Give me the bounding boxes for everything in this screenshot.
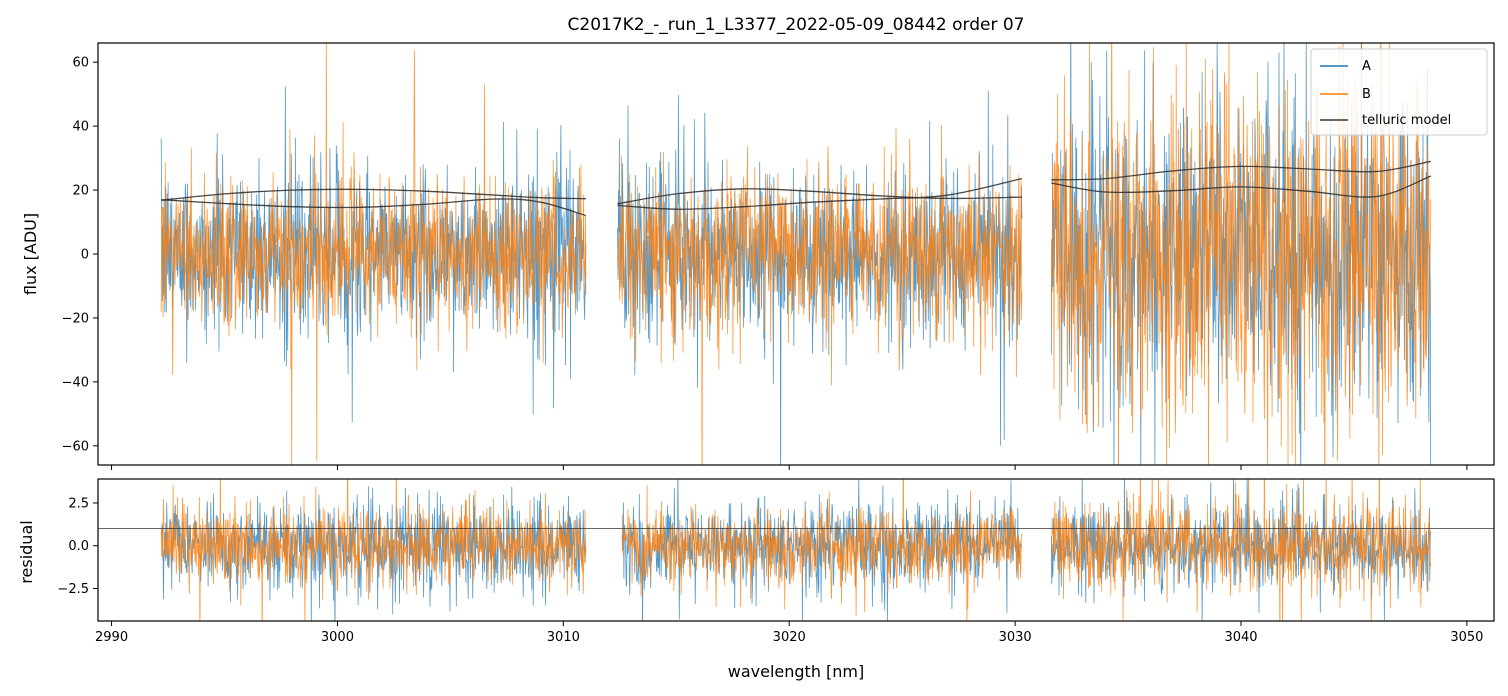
telluric-model-curve-3 (617, 188, 1022, 205)
telluric-model-curve-5 (1051, 160, 1431, 181)
telluric-model-curve-6 (1051, 175, 1432, 198)
residual-x-tick-label: 3030 (999, 630, 1032, 645)
flux-y-tick-label: −40 (62, 375, 89, 390)
flux-y-ticks: −60 −40 −20 0 20 40 60 (62, 56, 98, 454)
residual-x-tick-label: 3050 (1450, 630, 1483, 645)
flux-x-ticks (111, 465, 1468, 470)
residual-series-b-segment-3 (1050, 479, 1432, 621)
legend-label-telluric: telluric model (1362, 113, 1451, 128)
residual-y-tick-label: 2.5 (68, 496, 89, 511)
flux-series-b-segment-1 (160, 43, 587, 465)
flux-series-b-segment-2 (617, 124, 1023, 465)
residual-y-tick-label: −2.5 (57, 582, 89, 597)
flux-y-tick-label: 20 (72, 184, 89, 199)
legend: A B telluric model (1310, 48, 1488, 136)
legend-label-b: B (1362, 87, 1371, 102)
legend-label-a: A (1362, 59, 1371, 74)
residual-x-tick-label: 3040 (1224, 630, 1257, 645)
telluric-model-curve-4 (617, 177, 1023, 210)
flux-y-tick-label: 0 (81, 248, 89, 263)
residual-plot-area (98, 479, 1494, 621)
residual-panel: −2.50.02.5 2990 3000 3010 3020 3030 3040 3050 … (17, 478, 1495, 681)
flux-y-tick-label: −60 (62, 439, 89, 454)
flux-y-tick-label: 60 (72, 56, 89, 71)
flux-panel: −60 −40 −20 0 20 40 60 flux [ADU] A B telluric… (21, 42, 1495, 470)
residual-series-b-segment-2 (621, 479, 1023, 621)
residual-y-axis-label: residual (17, 520, 36, 583)
residual-series-a-segment-3 (1050, 479, 1432, 621)
residual-x-ticks: 2990 3000 3010 3020 3030 3040 3050 (95, 621, 1483, 645)
telluric-model-curve-1 (161, 188, 586, 201)
flux-plot-area (160, 43, 1432, 465)
residual-y-ticks: −2.5 0.0 2.5 (57, 496, 98, 597)
flux-y-axis-label: flux [ADU] (21, 213, 40, 295)
residual-x-tick-label: 2990 (95, 630, 128, 645)
residual-x-tick-label: 3010 (547, 630, 580, 645)
residual-y-tick-label: 0.0 (68, 539, 89, 554)
flux-y-tick-label: −20 (62, 311, 89, 326)
chart-title: C2017K2_-_run_1_L3377_2022-05-09_08442 o… (568, 15, 1025, 35)
residual-x-tick-label: 3000 (321, 630, 354, 645)
flux-y-tick-label: 40 (72, 120, 89, 135)
residual-axes-frame (97, 478, 1495, 622)
residual-series-b-segment-1 (160, 479, 587, 621)
legend-frame (1310, 48, 1488, 136)
flux-series-b-segment-3 (1050, 43, 1432, 465)
residual-x-tick-label: 3020 (773, 630, 806, 645)
x-axis-label: wavelength [nm] (728, 662, 865, 681)
telluric-model-curve-2 (161, 198, 587, 217)
